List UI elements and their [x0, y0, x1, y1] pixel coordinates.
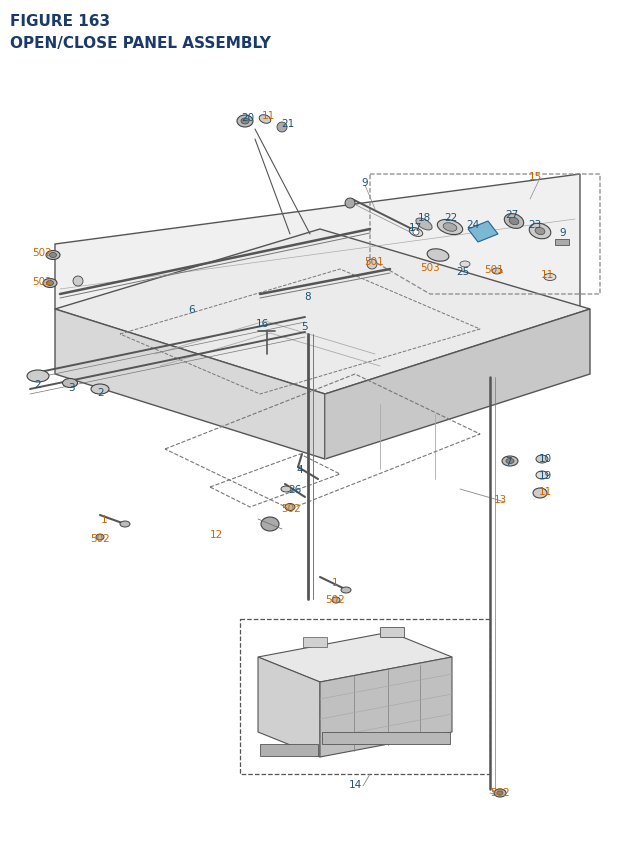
Ellipse shape	[63, 379, 77, 388]
Ellipse shape	[460, 262, 470, 268]
Text: 11: 11	[261, 111, 275, 121]
Ellipse shape	[237, 116, 253, 127]
Text: 4: 4	[297, 464, 303, 474]
Text: 22: 22	[444, 213, 458, 223]
Polygon shape	[258, 657, 320, 757]
Text: 502: 502	[281, 504, 301, 513]
Text: 26: 26	[289, 485, 301, 494]
Ellipse shape	[506, 459, 514, 464]
Ellipse shape	[49, 253, 56, 258]
Ellipse shape	[281, 486, 291, 492]
Text: 18: 18	[417, 213, 431, 223]
Text: 503: 503	[420, 263, 440, 273]
Ellipse shape	[497, 791, 503, 795]
Ellipse shape	[536, 472, 548, 480]
Text: 3: 3	[68, 382, 74, 393]
Ellipse shape	[91, 385, 109, 394]
Text: OPEN/CLOSE PANEL ASSEMBLY: OPEN/CLOSE PANEL ASSEMBLY	[10, 36, 271, 51]
Ellipse shape	[43, 279, 57, 288]
Polygon shape	[55, 310, 325, 460]
Bar	[260, 744, 318, 756]
Ellipse shape	[46, 251, 60, 260]
Bar	[555, 239, 569, 245]
Text: 502: 502	[32, 248, 52, 257]
Polygon shape	[55, 230, 590, 394]
Ellipse shape	[502, 456, 518, 467]
Text: 6: 6	[189, 305, 195, 314]
Circle shape	[277, 123, 287, 133]
Ellipse shape	[332, 598, 340, 604]
Text: 1: 1	[100, 514, 108, 524]
Text: 15: 15	[529, 172, 541, 182]
Text: 502: 502	[325, 594, 345, 604]
Text: 24: 24	[467, 220, 479, 230]
Circle shape	[73, 276, 83, 287]
Text: 9: 9	[560, 228, 566, 238]
Text: 9: 9	[362, 177, 368, 188]
Polygon shape	[258, 632, 452, 682]
Text: 23: 23	[529, 220, 541, 230]
Text: 13: 13	[493, 494, 507, 505]
Ellipse shape	[443, 224, 457, 232]
Text: 502: 502	[32, 276, 52, 287]
Ellipse shape	[529, 224, 551, 239]
Text: 21: 21	[282, 119, 294, 129]
Text: 502: 502	[90, 533, 110, 543]
Polygon shape	[55, 175, 580, 310]
Ellipse shape	[427, 250, 449, 262]
Ellipse shape	[535, 228, 545, 235]
Ellipse shape	[437, 220, 463, 235]
Text: 17: 17	[408, 223, 422, 232]
Ellipse shape	[261, 517, 279, 531]
Text: 7: 7	[505, 456, 511, 467]
Text: 10: 10	[538, 454, 552, 463]
Text: FIGURE 163: FIGURE 163	[10, 14, 110, 29]
Polygon shape	[325, 310, 590, 460]
Ellipse shape	[504, 214, 524, 229]
Text: 20: 20	[241, 113, 255, 123]
Polygon shape	[468, 222, 498, 243]
Polygon shape	[320, 657, 452, 757]
Ellipse shape	[544, 274, 556, 282]
Circle shape	[413, 230, 419, 236]
Ellipse shape	[509, 218, 519, 226]
Ellipse shape	[120, 522, 130, 528]
Bar	[303, 637, 327, 647]
Text: 501: 501	[364, 257, 384, 267]
Text: 2: 2	[35, 380, 42, 389]
Ellipse shape	[96, 535, 104, 541]
Ellipse shape	[241, 119, 249, 125]
Text: 8: 8	[305, 292, 311, 301]
Ellipse shape	[494, 789, 506, 797]
Text: 11: 11	[540, 269, 554, 280]
Text: 16: 16	[255, 319, 269, 329]
Circle shape	[367, 260, 377, 269]
Text: 2: 2	[98, 387, 104, 398]
Bar	[380, 628, 404, 637]
Text: 1: 1	[332, 578, 339, 587]
Text: 502: 502	[490, 787, 510, 797]
Text: 27: 27	[506, 210, 518, 220]
Ellipse shape	[27, 370, 49, 382]
Text: 12: 12	[209, 530, 223, 539]
Ellipse shape	[416, 219, 432, 231]
Ellipse shape	[341, 587, 351, 593]
Circle shape	[345, 199, 355, 208]
Text: 5: 5	[301, 322, 308, 331]
Text: 501: 501	[484, 264, 504, 275]
Text: 25: 25	[456, 267, 470, 276]
Ellipse shape	[285, 504, 295, 511]
Ellipse shape	[492, 269, 502, 275]
Text: 11: 11	[538, 486, 552, 497]
Text: 19: 19	[538, 470, 552, 480]
Ellipse shape	[536, 455, 548, 463]
Ellipse shape	[410, 228, 422, 237]
Ellipse shape	[259, 115, 271, 124]
Ellipse shape	[47, 282, 54, 286]
Ellipse shape	[533, 488, 547, 499]
Bar	[322, 732, 450, 744]
Text: 14: 14	[348, 779, 362, 789]
